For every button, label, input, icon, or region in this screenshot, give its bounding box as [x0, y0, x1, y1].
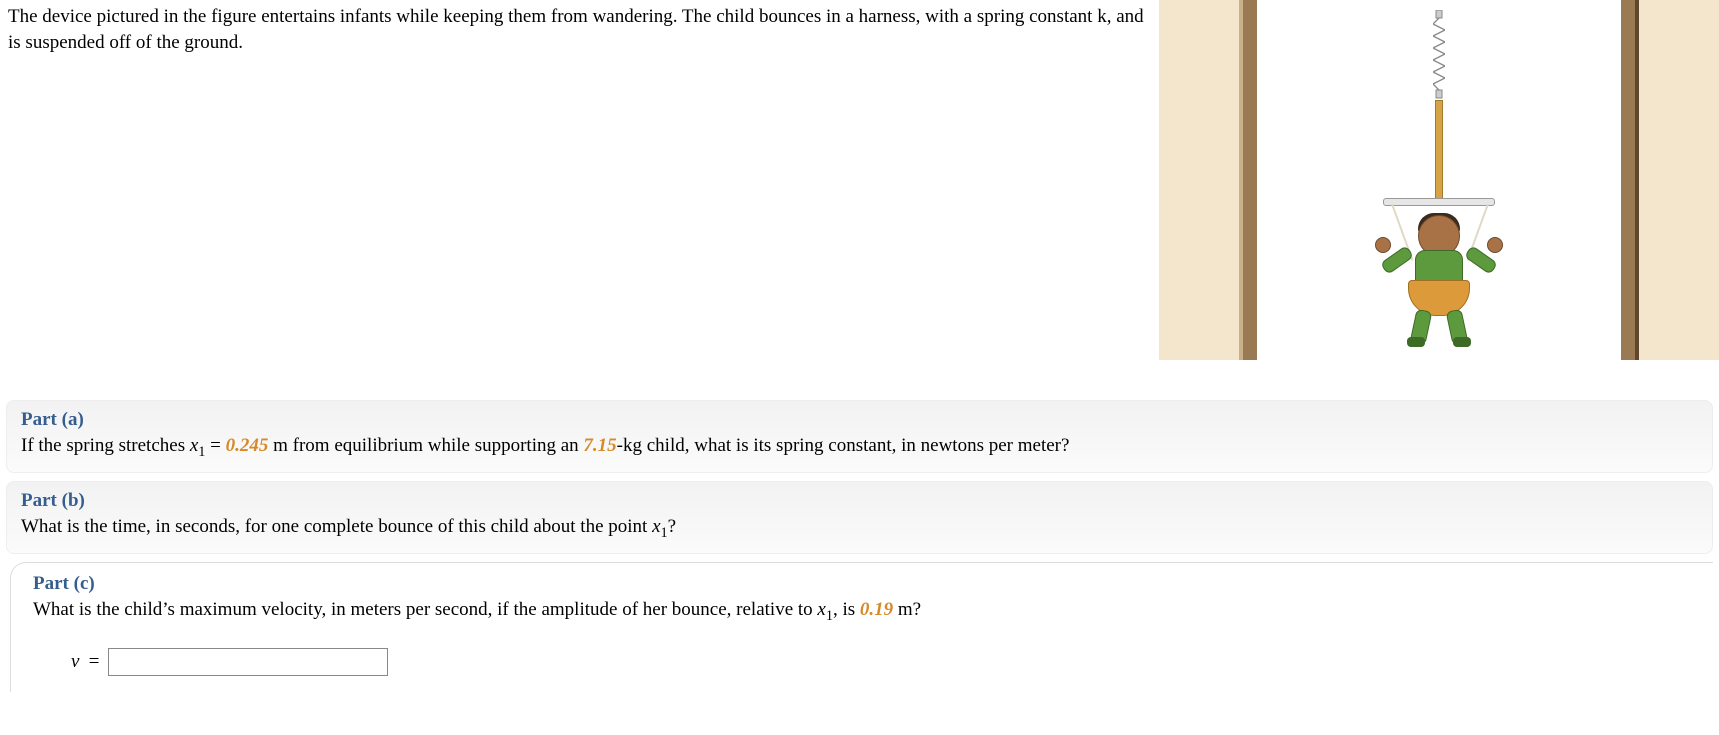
part-b: Part (b) What is the time, in seconds, f… — [6, 481, 1713, 554]
intro-text: The device pictured in the figure entert… — [8, 6, 1144, 53]
part-a-pre: If the spring stretches — [21, 435, 190, 456]
part-b-title: Part (b) — [21, 490, 1698, 512]
part-a-title: Part (a) — [21, 409, 1698, 431]
part-b-x1-sub: 1 — [661, 525, 668, 541]
child-icon — [1379, 215, 1499, 355]
hand-left — [1375, 237, 1391, 253]
hand-right — [1487, 237, 1503, 253]
foot-left — [1407, 337, 1425, 347]
foot-right — [1453, 337, 1471, 347]
part-b-post: ? — [668, 516, 676, 537]
part-a: Part (a) If the spring stretches x1 = 0.… — [6, 400, 1713, 473]
part-a-mass: 7.15 — [583, 435, 616, 456]
part-c-x1-sub: 1 — [826, 608, 833, 624]
parts-container: Part (a) If the spring stretches x1 = 0.… — [0, 400, 1719, 692]
part-b-body: What is the time, in seconds, for one co… — [21, 514, 1698, 543]
part-c-post: m? — [893, 599, 921, 620]
answer-symbol: v — [71, 651, 79, 673]
answer-eq: = — [87, 651, 100, 673]
part-c: Part (c) What is the child’s maximum vel… — [10, 562, 1713, 692]
part-a-eq: = — [205, 435, 225, 456]
part-c-body: What is the child’s maximum velocity, in… — [33, 597, 1697, 626]
part-c-amp: 0.19 — [860, 599, 893, 620]
part-c-x1-sym: x — [817, 599, 825, 620]
part-c-title: Part (c) — [33, 573, 1697, 595]
frame-edge-right — [1635, 0, 1639, 360]
part-a-mid1: m from equilibrium while supporting an — [268, 435, 583, 456]
spreader-bar-icon — [1383, 198, 1495, 206]
rod-icon — [1435, 100, 1443, 202]
part-a-body: If the spring stretches x1 = 0.245 m fro… — [21, 433, 1698, 462]
part-b-x1-sym: x — [652, 516, 660, 537]
part-c-mid: , is — [833, 599, 860, 620]
part-a-mid2: -kg child, what is its spring constant, … — [617, 435, 1070, 456]
answer-row: v = — [33, 648, 1697, 676]
velocity-input[interactable] — [108, 648, 388, 676]
part-a-x1-val: 0.245 — [226, 435, 269, 456]
frame-edge-left — [1239, 0, 1243, 360]
figure — [1159, 0, 1719, 360]
part-b-pre: What is the time, in seconds, for one co… — [21, 516, 652, 537]
spring-icon — [1433, 10, 1445, 100]
problem-intro: The device pictured in the figure entert… — [0, 0, 1159, 59]
part-c-pre: What is the child’s maximum velocity, in… — [33, 599, 817, 620]
